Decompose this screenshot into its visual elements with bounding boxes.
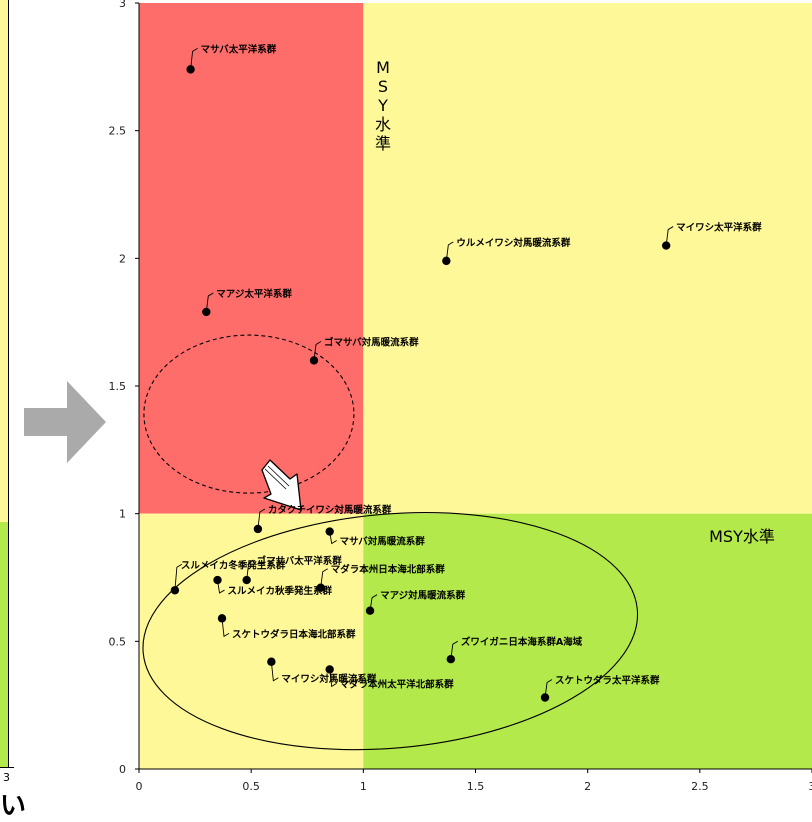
y-tick-label: 2 (119, 252, 126, 265)
data-label: ゴマサバ太平洋系群 (257, 555, 343, 567)
x-tick-label: 3 (809, 780, 812, 793)
data-point (242, 576, 250, 584)
data-label: マダラ本州太平洋北部系群 (340, 678, 455, 690)
data-label: スケトウダラ日本海北部系群 (232, 628, 356, 640)
data-label: マダラ本州日本海北部系群 (331, 564, 446, 576)
x-tick-label: 2.5 (691, 780, 709, 793)
vertical-msy-label: 水 (375, 115, 391, 134)
zone-top-right (363, 3, 812, 514)
data-point (662, 241, 670, 249)
x-tick-label: 1.5 (467, 780, 485, 793)
data-label: マサバ対馬暖流系群 (340, 536, 426, 548)
y-tick-label: 3 (119, 0, 126, 10)
data-label: ウルメイワシ対馬暖流系群 (456, 237, 571, 249)
data-point (541, 693, 549, 701)
data-point (317, 584, 325, 592)
data-label: ゴマサバ対馬暖流系群 (324, 336, 419, 348)
data-point (325, 665, 333, 673)
vertical-msy-label: 準 (375, 134, 391, 153)
data-point (254, 525, 262, 533)
data-label: ズワイガニ日本海系群A海域 (461, 636, 583, 648)
zone-top-left (139, 3, 363, 514)
y-tick-label: 1.5 (109, 380, 127, 393)
vertical-msy-label: S (378, 77, 388, 96)
transition-arrow-icon (24, 381, 106, 463)
data-point (267, 658, 275, 666)
data-label: マイワシ太平洋系群 (676, 222, 762, 234)
zone-bottom-right (363, 514, 812, 769)
data-point (442, 257, 450, 265)
vertical-msy-label: Y (377, 96, 388, 115)
y-tick-label: 2.5 (109, 125, 127, 138)
zone-bottom-left (139, 514, 363, 769)
y-tick-label: 0 (119, 763, 126, 776)
x-tick-label: 0.5 (242, 780, 260, 793)
zone-layer (139, 3, 812, 769)
data-point (325, 527, 333, 535)
data-point (213, 576, 221, 584)
data-point (171, 586, 179, 594)
data-label: スケトウダラ太平洋系群 (555, 675, 660, 687)
data-label: カタクチイワシ対馬暖流系群 (268, 504, 392, 516)
data-label: マサバ太平洋系群 (201, 43, 277, 55)
data-point (447, 655, 455, 663)
horizontal-msy-label: MSY水準 (709, 527, 775, 546)
vertical-msy-label: M (376, 58, 390, 77)
data-point (186, 65, 194, 73)
data-point (366, 606, 374, 614)
data-label: マアジ対馬暖流系群 (380, 590, 466, 602)
data-label: マアジ太平洋系群 (216, 288, 292, 300)
data-point (218, 614, 226, 622)
y-tick-label: 0.5 (109, 635, 127, 648)
x-tick-label: 1 (360, 780, 367, 793)
x-tick-label: 0 (136, 780, 143, 793)
y-tick-label: 1 (119, 508, 126, 521)
data-point (202, 308, 210, 316)
data-point (310, 356, 318, 364)
x-tick-label: 2 (584, 780, 591, 793)
